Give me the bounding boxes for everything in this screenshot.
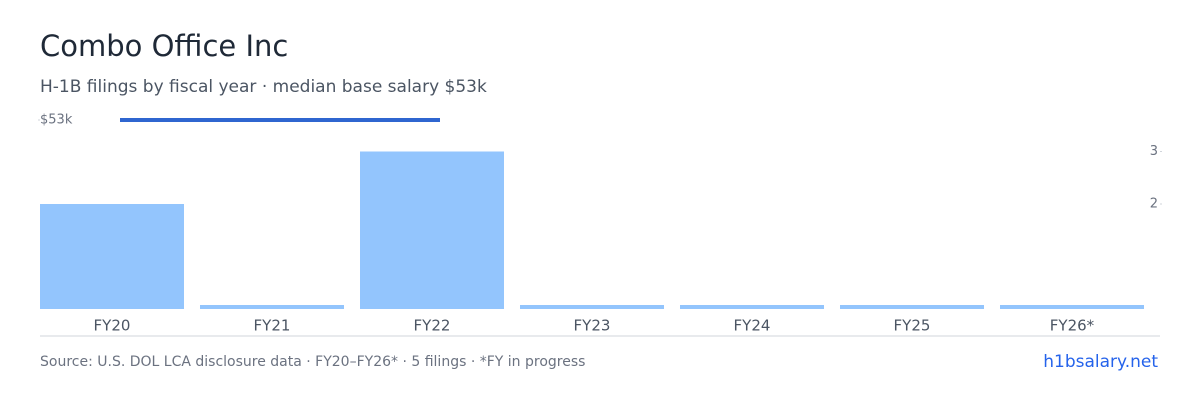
x-tick-label: FY23 [574,317,611,335]
bar [840,305,984,309]
y2-tick-label: 3 [1150,144,1158,159]
x-tick-label: FY24 [734,317,771,335]
chart-title: Combo Office Inc [40,29,288,63]
bar [680,305,824,309]
y2-tick-label: 2 [1150,197,1158,212]
bar [200,305,344,309]
site-link[interactable]: h1bsalary.net [1043,352,1158,372]
y-tick-label: $53k [40,113,73,128]
x-tick-label: FY20 [94,317,131,335]
bar [40,204,184,309]
x-tick-label: FY22 [414,317,451,335]
bar [360,151,504,309]
x-tick-label: FY21 [254,317,291,335]
x-tick-label: FY26* [1050,317,1095,335]
source-note: Source: U.S. DOL LCA disclosure data · F… [40,354,585,370]
bar [520,305,664,309]
chart-subtitle: H-1B filings by fiscal year · median bas… [40,77,487,97]
bar [1000,305,1144,309]
x-tick-label: FY25 [894,317,931,335]
